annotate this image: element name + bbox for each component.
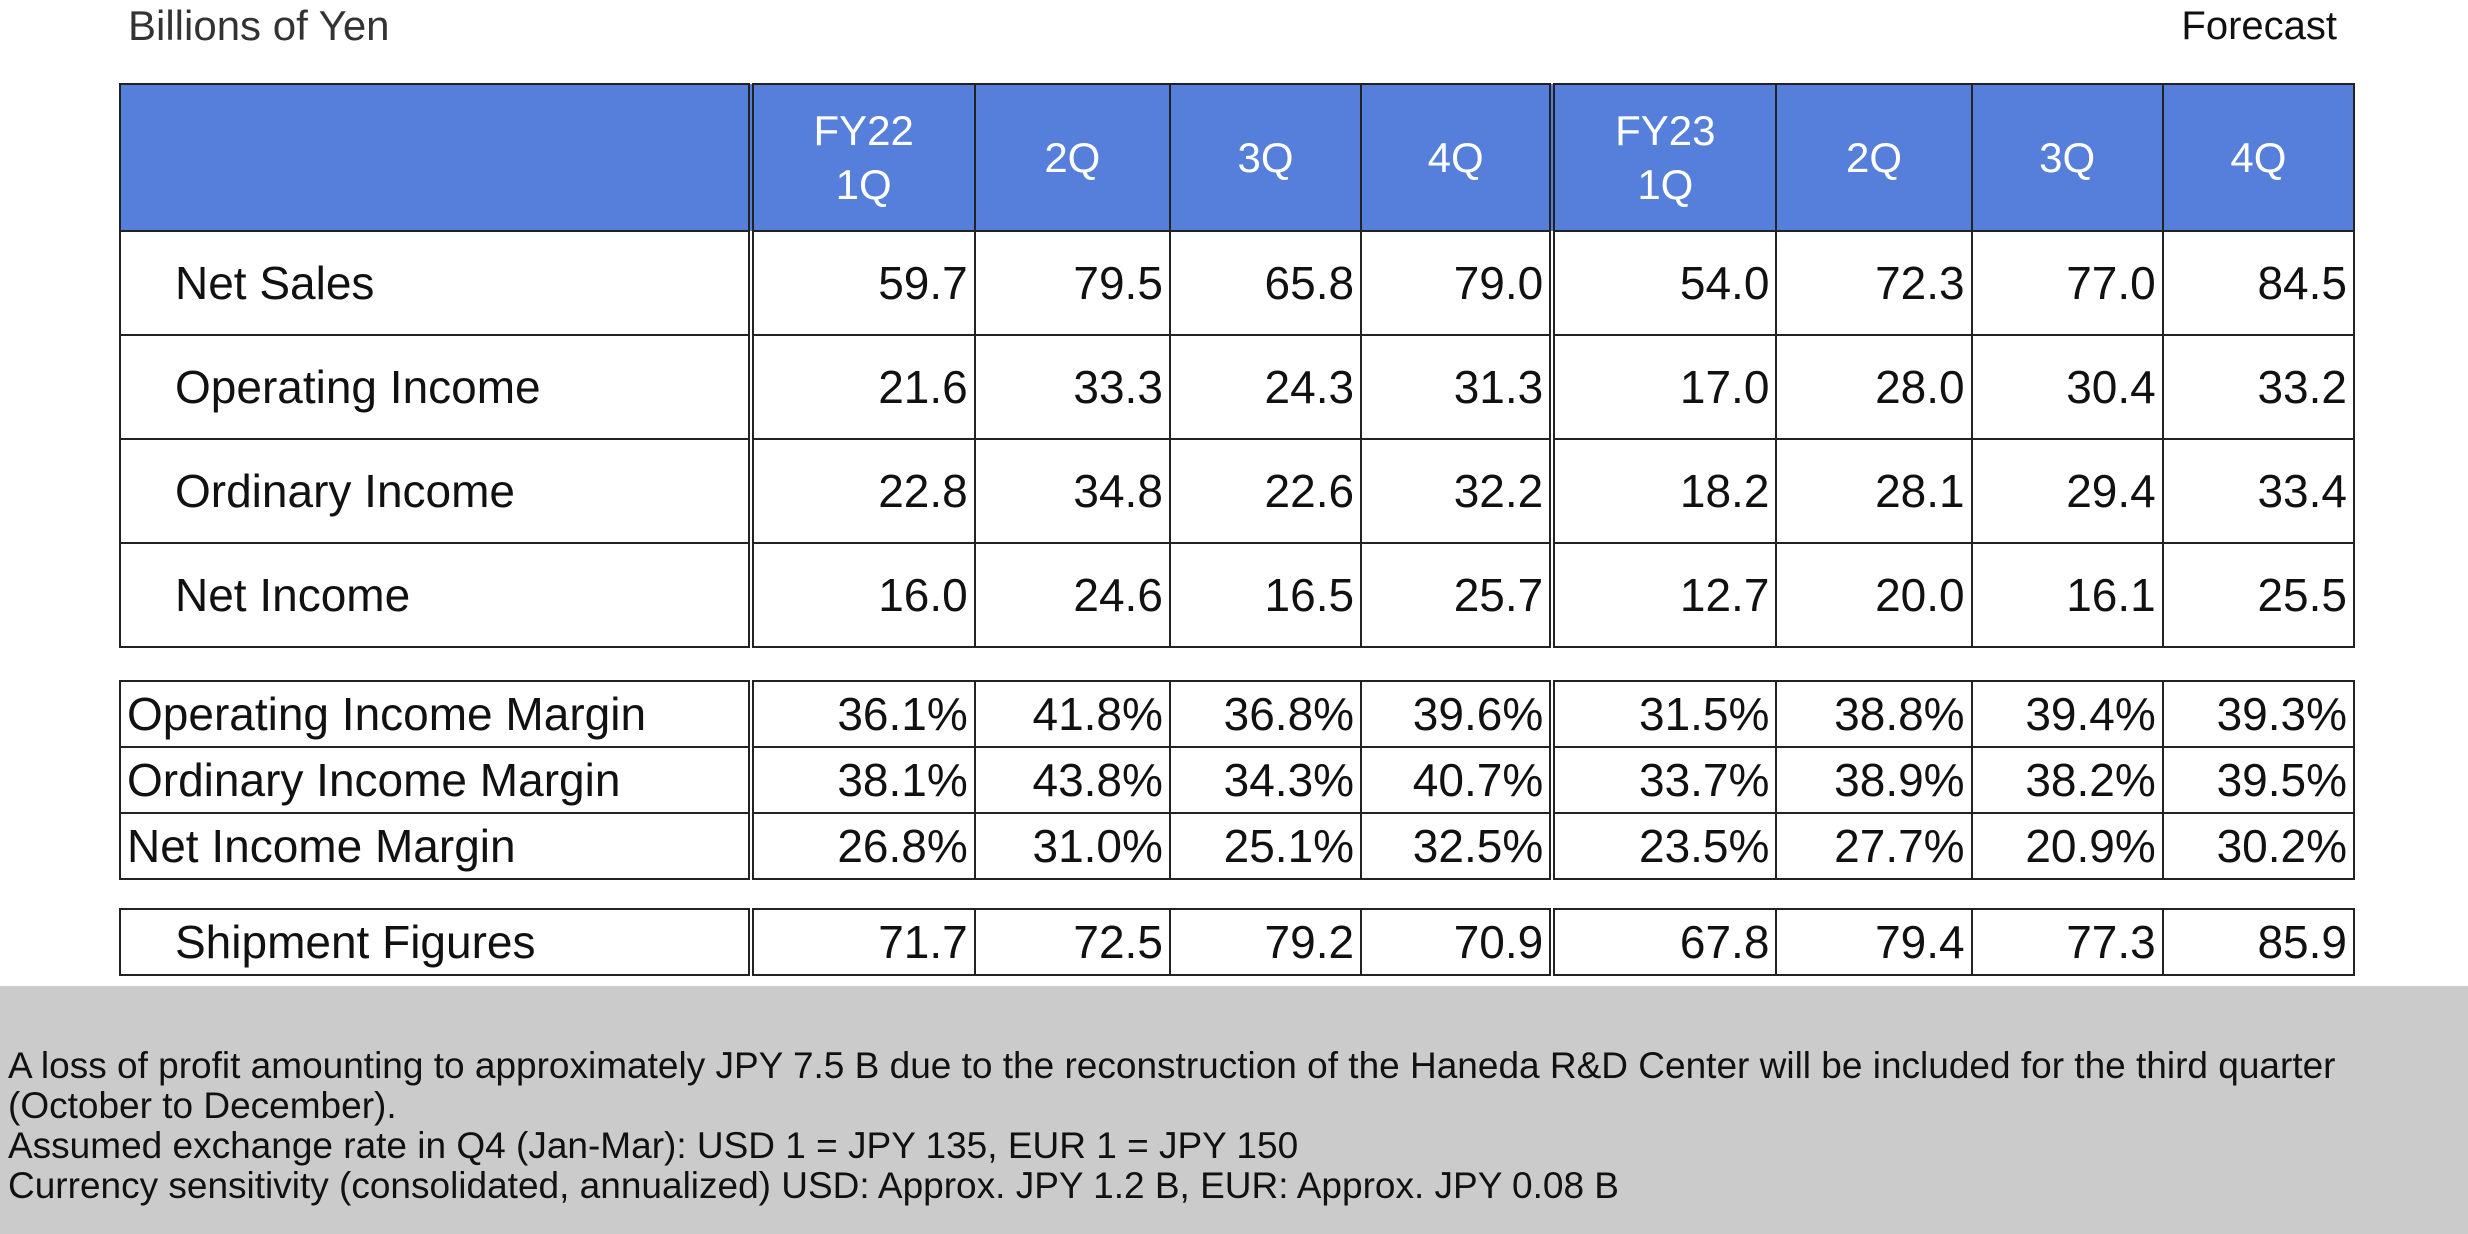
value-cell: 28.1 [1775, 438, 1973, 544]
value-cell: 33.4 [2161, 438, 2356, 544]
forecast-label: Forecast [2181, 4, 2337, 48]
value-cell: 24.6 [973, 542, 1171, 648]
value-cell: 79.0 [1360, 230, 1554, 336]
row-label: Net Income [119, 542, 752, 648]
row-label: Net Sales [119, 230, 752, 336]
unit-label: Billions of Yen [128, 2, 390, 49]
note-currency-sensitivity: Currency sensitivity (consolidated, annu… [8, 1165, 1619, 1206]
value-cell: 39.5% [2161, 746, 2356, 814]
value-cell: 38.2% [1970, 746, 2164, 814]
margin-row: Ordinary Income Margin 38.1% 43.8% 34.3% 40.… [119, 746, 2356, 814]
value-cell: 18.2 [1549, 438, 1778, 544]
value-cell: 12.7 [1549, 542, 1778, 648]
value-cell: 85.9 [2161, 908, 2356, 976]
value-cell: 22.8 [747, 438, 976, 544]
value-cell: 20.9% [1970, 812, 2164, 880]
value-cell: 28.0 [1775, 334, 1973, 440]
value-cell: 32.5% [1360, 812, 1554, 880]
value-cell: 25.7 [1360, 542, 1554, 648]
value-cell: 23.5% [1549, 812, 1778, 880]
value-cell: 34.3% [1168, 746, 1363, 814]
note-exchange-rate: Assumed exchange rate in Q4 (Jan-Mar): U… [8, 1125, 1299, 1166]
value-cell: 26.8% [747, 812, 976, 880]
value-cell: 36.8% [1168, 680, 1363, 748]
column-header: 3Q [1970, 83, 2164, 232]
value-cell: 77.3 [1970, 908, 2164, 976]
margin-row: Net Income Margin 26.8% 31.0% 25.1% 32.5% 23.… [119, 812, 2356, 880]
value-cell: 40.7% [1360, 746, 1554, 814]
value-cell: 16.0 [747, 542, 976, 648]
value-cell: 59.7 [747, 230, 976, 336]
column-header: 4Q [1360, 83, 1554, 232]
value-cell: 54.0 [1549, 230, 1778, 336]
value-cell: 21.6 [747, 334, 976, 440]
value-cell: 79.4 [1775, 908, 1973, 976]
value-cell: 20.0 [1775, 542, 1973, 648]
value-cell: 25.1% [1168, 812, 1363, 880]
value-cell: 39.4% [1970, 680, 2164, 748]
row-label: Net Income Margin [119, 812, 752, 880]
row-label: Operating Income Margin [119, 680, 752, 748]
row-label: Ordinary Income Margin [119, 746, 752, 814]
income-row: Operating Income 21.6 33.3 24.3 31.3 17.0 28.0… [119, 334, 2356, 440]
value-cell: 77.0 [1970, 230, 2164, 336]
value-cell: 27.7% [1775, 812, 1973, 880]
value-cell: 79.2 [1168, 908, 1363, 976]
income-row: Net Income 16.0 24.6 16.5 25.7 12.7 20.0 16.1 25… [119, 542, 2356, 648]
value-cell: 17.0 [1549, 334, 1778, 440]
value-cell: 84.5 [2161, 230, 2356, 336]
value-cell: 33.3 [973, 334, 1171, 440]
header-row: FY22 1Q 2Q 3Q 4Q FY23 1Q 2Q 3Q 4Q [119, 83, 2356, 232]
value-cell: 31.5% [1549, 680, 1778, 748]
value-cell: 24.3 [1168, 334, 1363, 440]
value-cell: 32.2 [1360, 438, 1554, 544]
value-cell: 38.8% [1775, 680, 1973, 748]
column-header: 2Q [1775, 83, 1973, 232]
notes-box: A loss of profit amounting to approximat… [0, 986, 2468, 1234]
value-cell: 43.8% [973, 746, 1171, 814]
column-header: 3Q [1168, 83, 1363, 232]
value-cell: 33.2 [2161, 334, 2356, 440]
row-label: Operating Income [119, 334, 752, 440]
value-cell: 22.6 [1168, 438, 1363, 544]
value-cell: 36.1% [747, 680, 976, 748]
value-cell: 67.8 [1549, 908, 1778, 976]
value-cell: 71.7 [747, 908, 976, 976]
income-row: Ordinary Income 22.8 34.8 22.6 32.2 18.2 28.1 2… [119, 438, 2356, 544]
value-cell: 31.3 [1360, 334, 1554, 440]
value-cell: 30.2% [2161, 812, 2356, 880]
value-cell: 16.5 [1168, 542, 1363, 648]
value-cell: 65.8 [1168, 230, 1363, 336]
financial-results-table: FY22 1Q 2Q 3Q 4Q FY23 1Q 2Q 3Q 4Q Net Sale… [119, 83, 2356, 648]
value-cell: 70.9 [1360, 908, 1554, 976]
shipment-row: Shipment Figures 71.7 72.5 79.2 70.9 67.8 79.4… [119, 908, 2356, 976]
value-cell: 38.1% [747, 746, 976, 814]
row-label: Ordinary Income [119, 438, 752, 544]
value-cell: 16.1 [1970, 542, 2164, 648]
value-cell: 33.7% [1549, 746, 1778, 814]
value-cell: 31.0% [973, 812, 1171, 880]
value-cell: 29.4 [1970, 438, 2164, 544]
column-header: FY22 1Q [747, 83, 976, 232]
income-row: Net Sales 59.7 79.5 65.8 79.0 54.0 72.3 77.0 84.… [119, 230, 2356, 336]
value-cell: 38.9% [1775, 746, 1973, 814]
column-header: FY23 1Q [1549, 83, 1778, 232]
value-cell: 34.8 [973, 438, 1171, 544]
value-cell: 72.5 [973, 908, 1171, 976]
value-cell: 30.4 [1970, 334, 2164, 440]
value-cell: 39.3% [2161, 680, 2356, 748]
margin-table: Operating Income Margin 36.1% 41.8% 36.8% 39… [119, 680, 2356, 880]
column-header: 4Q [2161, 83, 2356, 232]
value-cell: 79.5 [973, 230, 1171, 336]
column-header: 2Q [973, 83, 1171, 232]
row-label: Shipment Figures [119, 908, 752, 976]
value-cell: 41.8% [973, 680, 1171, 748]
value-cell: 72.3 [1775, 230, 1973, 336]
value-cell: 25.5 [2161, 542, 2356, 648]
note-reconstruction: A loss of profit amounting to approximat… [8, 1045, 2336, 1126]
value-cell: 39.6% [1360, 680, 1554, 748]
shipment-table: Shipment Figures 71.7 72.5 79.2 70.9 67.8 79.4… [119, 908, 2356, 976]
margin-row: Operating Income Margin 36.1% 41.8% 36.8% 39… [119, 680, 2356, 748]
header-empty-cell [119, 83, 752, 232]
